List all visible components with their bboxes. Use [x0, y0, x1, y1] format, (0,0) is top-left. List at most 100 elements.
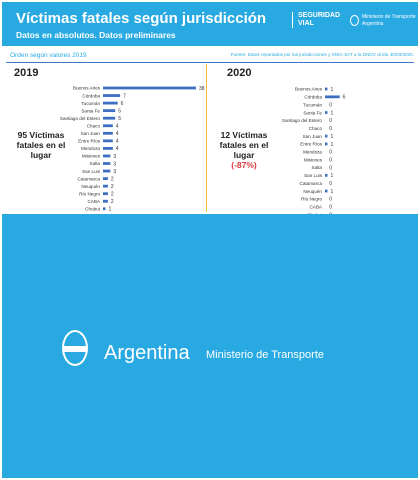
value-label: 5 [118, 116, 121, 122]
bar [103, 154, 111, 158]
bar [103, 86, 196, 90]
value-label: 1 [108, 207, 111, 213]
summary-2020-pct: (-87%) [231, 160, 257, 170]
category-label: Río Negro [79, 191, 100, 196]
bar [103, 192, 108, 196]
value-label: 2 [111, 199, 114, 205]
value-label: 4 [116, 139, 119, 145]
bar [325, 134, 328, 138]
category-label: San Juan [81, 131, 101, 136]
bar [325, 111, 328, 114]
value-label: 0 [329, 165, 332, 171]
value-label: 7 [123, 93, 126, 99]
ministerio-logo: Ministerio de Transporte Argentina [350, 14, 416, 28]
category-label: Neuquén [303, 189, 322, 194]
category-label: Mendoza [303, 150, 322, 155]
category-label: Salta [90, 161, 101, 166]
category-label: CABA [87, 199, 100, 204]
category-label: Buenos Aires [73, 86, 101, 91]
value-label: 3 [113, 154, 116, 160]
bar [103, 139, 113, 143]
page-subtitle: Datos en absolutos. Datos preliminares [16, 30, 176, 40]
category-label: Misiones [304, 157, 323, 162]
category-label: Santiago del Estero [60, 116, 101, 121]
value-label: 0 [329, 197, 332, 203]
logo-argentina-text: Argentina [362, 21, 384, 27]
category-label: Santa Fe [81, 108, 100, 113]
value-label: 2 [111, 184, 114, 190]
bar [325, 173, 328, 177]
footer-banner: Argentina Ministerio de Transporte [2, 214, 418, 478]
bar [103, 169, 111, 173]
category-label: Buenos Aires [295, 87, 323, 92]
bar [103, 162, 111, 165]
bar-charts: Buenos Aires 38 Córdoba 7 Tucumán 6 Santa Fe 5 S… [60, 86, 346, 219]
value-label: 38 [199, 86, 205, 92]
footer-ministerio: Ministerio de Transporte [206, 349, 324, 361]
bar [103, 101, 118, 105]
value-label: 4 [116, 131, 119, 137]
summary-2020: 12 Víctimas fatales en el lugar (-87%) [208, 130, 280, 170]
category-label: Santa Fe [303, 110, 322, 115]
value-label: 0 [329, 157, 332, 163]
value-label: 6 [343, 95, 346, 101]
horizontal-divider [6, 62, 414, 63]
year-2019-label: 2019 [14, 67, 39, 79]
value-label: 2 [111, 192, 114, 198]
bar [325, 95, 340, 99]
category-label: Santiago del Estero [282, 118, 323, 123]
value-label: 1 [330, 110, 333, 116]
value-label: 1 [330, 134, 333, 140]
logo-ministerio-text: Ministerio de Transporte [362, 14, 416, 20]
coat-of-arms-icon [62, 330, 88, 366]
summary-2019-line3: lugar [30, 150, 52, 160]
value-label: 4 [116, 124, 119, 130]
category-label: San Juan [303, 134, 323, 139]
category-label: Neuquén [81, 184, 100, 189]
category-label: San Luis [82, 169, 101, 174]
value-label: 0 [329, 118, 332, 124]
category-label: Chaco [87, 123, 101, 128]
category-label: Córdoba [82, 93, 100, 98]
category-label: San Luis [304, 173, 323, 178]
summary-2019-line2: fatales en el [16, 140, 66, 150]
seguridad-vial-logo: SEGURIDAD VIAL [292, 12, 340, 28]
value-label: 0 [329, 181, 332, 187]
category-label: Catamarca [78, 176, 101, 181]
summary-2019-line1: 95 Víctimas [17, 130, 65, 140]
summary-2019: 95 Víctimas fatales en el lugar [4, 130, 78, 160]
category-label: Misiones [82, 154, 101, 159]
chart-2019: Buenos Aires 38 Córdoba 7 Tucumán 6 Santa Fe 5 S… [60, 86, 205, 213]
category-label: Chubut [85, 207, 101, 212]
value-label: 1 [330, 87, 333, 93]
bar [103, 184, 108, 188]
bar [103, 207, 106, 211]
category-label: Chaco [309, 126, 323, 131]
category-label: Entre Ríos [300, 142, 322, 147]
value-label: 0 [329, 205, 332, 211]
bar [103, 131, 113, 135]
logo-vial-text: VIAL [298, 20, 314, 27]
category-label: Mendoza [81, 146, 100, 151]
logo-seguridad-text: SEGURIDAD [298, 12, 341, 19]
bar [325, 87, 328, 91]
vertical-divider [206, 64, 207, 212]
value-label: 1 [330, 142, 333, 148]
category-label: Salta [312, 165, 323, 170]
header-banner: Víctimas fatales según jurisdicción Dato… [2, 2, 418, 46]
category-label: CABA [309, 204, 322, 209]
value-label: 6 [121, 101, 124, 107]
value-label: 1 [330, 189, 333, 195]
bar [103, 94, 121, 97]
category-label: Entre Ríos [78, 139, 100, 144]
value-label: 2 [111, 176, 114, 182]
category-label: Tucumán [303, 102, 322, 107]
bar [325, 142, 328, 146]
bar [325, 189, 328, 193]
value-label: 1 [330, 173, 333, 179]
bar [103, 177, 108, 180]
bar [103, 116, 116, 120]
value-label: 4 [116, 146, 119, 152]
category-label: Catamarca [300, 181, 323, 186]
chart-2020: Buenos Aires 1 Córdoba 6 Tucumán 0 Santa Fe 1 Sa… [282, 87, 346, 219]
